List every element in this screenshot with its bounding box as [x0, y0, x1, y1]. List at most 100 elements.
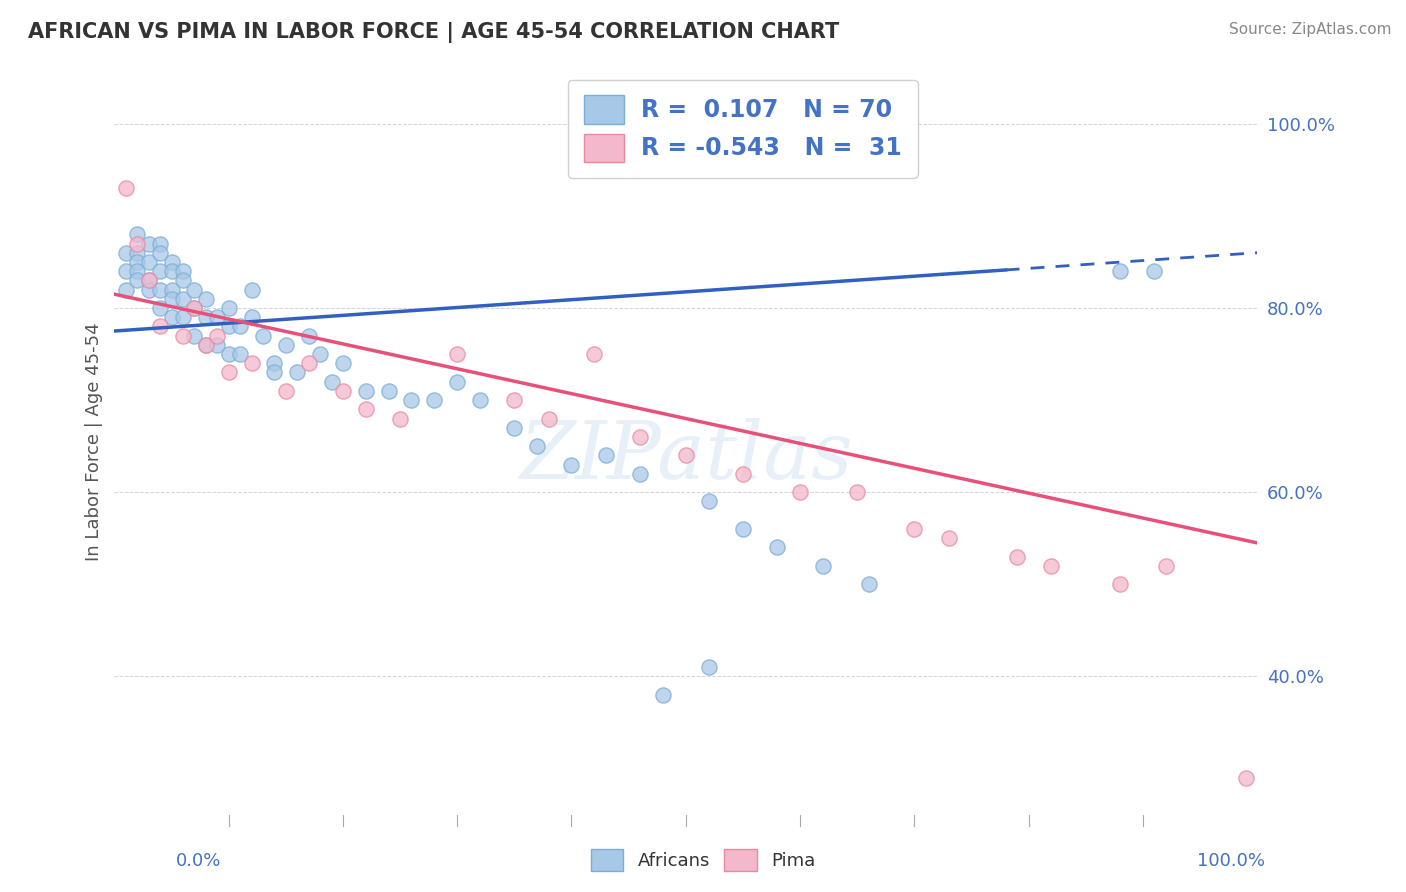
Point [903, 522, 925, 536]
Point [446, 375, 468, 389]
Point [160, 292, 183, 306]
Point [172, 264, 194, 278]
Point [377, 384, 399, 398]
Point [138, 255, 160, 269]
Point [127, 264, 149, 278]
Point [651, 688, 673, 702]
Point [274, 338, 297, 352]
Point [183, 301, 205, 315]
Point [115, 264, 138, 278]
Point [583, 347, 606, 361]
Point [1005, 549, 1028, 564]
Point [149, 264, 172, 278]
Legend: R =  0.107   N = 70, R = -0.543   N =  31: R = 0.107 N = 70, R = -0.543 N = 31 [568, 79, 918, 178]
Point [172, 310, 194, 325]
Point [731, 467, 754, 481]
Point [218, 301, 240, 315]
Point [526, 439, 548, 453]
Point [503, 393, 526, 408]
Point [229, 347, 252, 361]
Point [218, 366, 240, 380]
Point [766, 541, 789, 555]
Text: ZIPatlas: ZIPatlas [519, 417, 852, 495]
Point [183, 301, 205, 315]
Point [697, 494, 720, 508]
Point [160, 283, 183, 297]
Point [127, 255, 149, 269]
Point [446, 347, 468, 361]
Point [811, 558, 834, 573]
Point [332, 384, 354, 398]
Point [183, 328, 205, 343]
Point [389, 411, 412, 425]
Text: 100.0%: 100.0% [1198, 852, 1265, 870]
Text: AFRICAN VS PIMA IN LABOR FORCE | AGE 45-54 CORRELATION CHART: AFRICAN VS PIMA IN LABOR FORCE | AGE 45-… [28, 22, 839, 44]
Point [1154, 558, 1177, 573]
Point [468, 393, 491, 408]
Point [218, 319, 240, 334]
Point [274, 384, 297, 398]
Point [149, 301, 172, 315]
Point [172, 273, 194, 287]
Point [628, 430, 651, 444]
Point [138, 273, 160, 287]
Point [138, 236, 160, 251]
Point [160, 310, 183, 325]
Point [149, 283, 172, 297]
Point [423, 393, 446, 408]
Point [138, 283, 160, 297]
Point [675, 448, 697, 462]
Point [127, 236, 149, 251]
Point [127, 227, 149, 242]
Point [115, 181, 138, 195]
Point [401, 393, 423, 408]
Point [149, 319, 172, 334]
Point [194, 338, 217, 352]
Point [149, 245, 172, 260]
Text: 0.0%: 0.0% [176, 852, 221, 870]
Point [240, 356, 263, 370]
Point [321, 375, 343, 389]
Point [938, 531, 960, 545]
Point [1109, 264, 1132, 278]
Point [252, 328, 274, 343]
Point [263, 366, 285, 380]
Point [160, 255, 183, 269]
Point [172, 292, 194, 306]
Y-axis label: In Labor Force | Age 45-54: In Labor Force | Age 45-54 [86, 322, 103, 561]
Point [697, 660, 720, 674]
Point [194, 310, 217, 325]
Point [1109, 577, 1132, 591]
Point [503, 421, 526, 435]
Point [298, 356, 321, 370]
Point [207, 338, 229, 352]
Point [149, 236, 172, 251]
Point [160, 264, 183, 278]
Point [1234, 771, 1257, 785]
Point [1143, 264, 1166, 278]
Legend: Africans, Pima: Africans, Pima [583, 842, 823, 879]
Point [285, 366, 308, 380]
Point [172, 328, 194, 343]
Point [194, 338, 217, 352]
Point [240, 283, 263, 297]
Point [229, 319, 252, 334]
Point [138, 273, 160, 287]
Point [354, 402, 377, 417]
Point [207, 328, 229, 343]
Point [115, 283, 138, 297]
Point [127, 273, 149, 287]
Text: Source: ZipAtlas.com: Source: ZipAtlas.com [1229, 22, 1392, 37]
Point [858, 577, 880, 591]
Point [218, 347, 240, 361]
Point [194, 292, 217, 306]
Point [560, 458, 582, 472]
Point [240, 310, 263, 325]
Point [127, 245, 149, 260]
Point [332, 356, 354, 370]
Point [263, 356, 285, 370]
Point [1040, 558, 1063, 573]
Point [207, 310, 229, 325]
Point [595, 448, 617, 462]
Point [183, 283, 205, 297]
